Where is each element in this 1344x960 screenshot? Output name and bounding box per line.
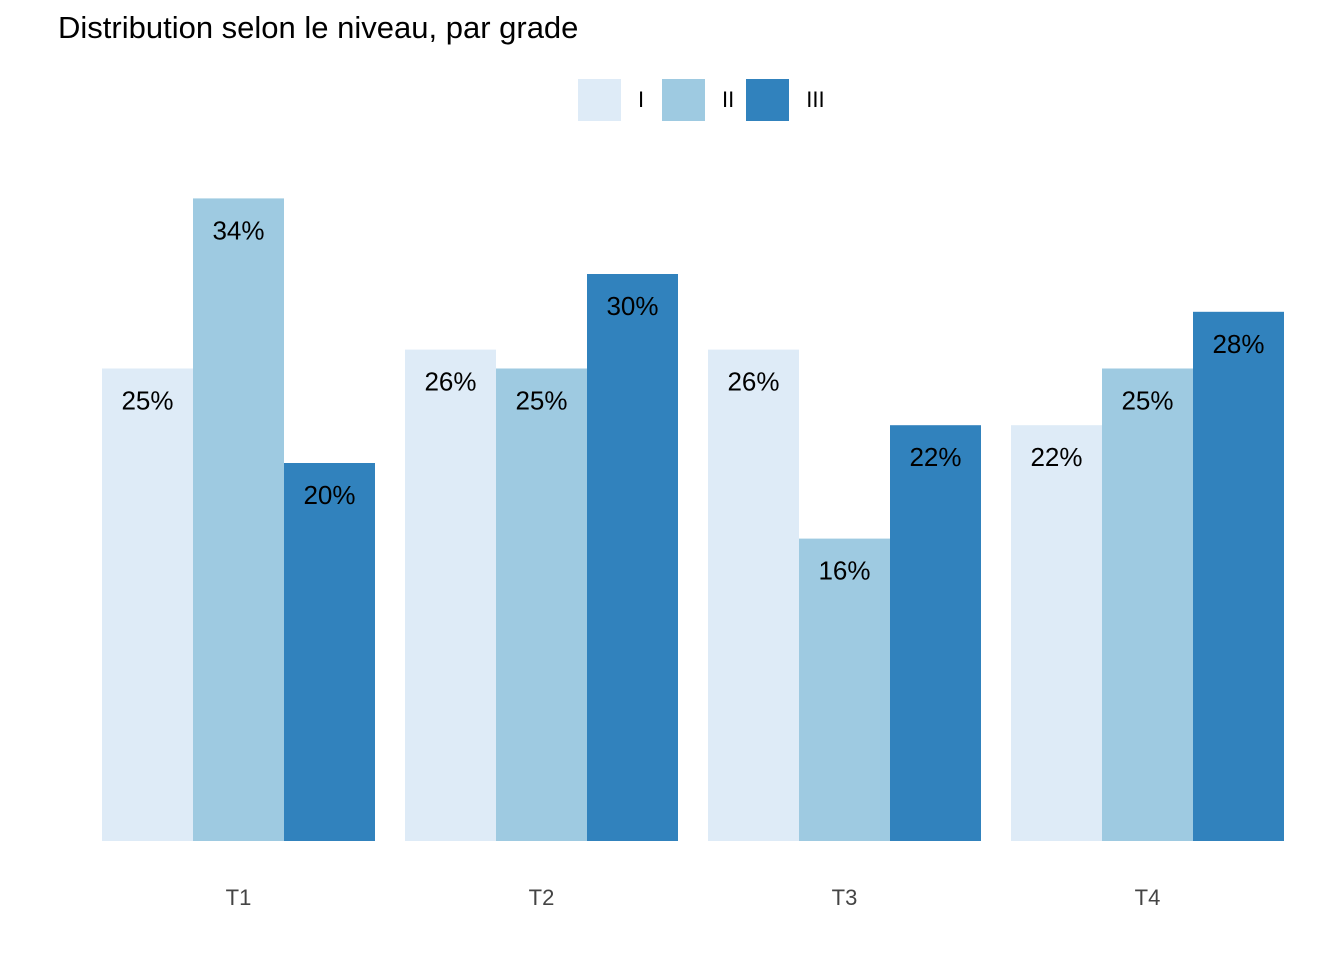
- data-label-t3-ii: 16%: [818, 556, 870, 586]
- legend-swatch-iii: [746, 79, 790, 121]
- data-label-t3-iii: 22%: [909, 442, 961, 472]
- bar-t2-iii: [587, 274, 678, 841]
- data-label-t2-iii: 30%: [606, 291, 658, 321]
- x-tick-label-t4: T4: [1135, 885, 1161, 910]
- data-label-t1-iii: 20%: [303, 480, 355, 510]
- data-label-t1-i: 25%: [121, 386, 173, 416]
- legend-item-iii: III: [746, 79, 825, 121]
- x-tick-label-t2: T2: [529, 885, 555, 910]
- bar-t1-ii: [193, 198, 284, 841]
- legend-label-ii: II: [722, 87, 735, 112]
- legend: I II III: [578, 79, 837, 121]
- bar-t2-i: [405, 349, 496, 841]
- data-label-t1-ii: 34%: [212, 215, 264, 245]
- data-label-t4-i: 22%: [1030, 442, 1082, 472]
- legend-label-i: I: [638, 87, 645, 112]
- legend-label-iii: III: [806, 87, 825, 112]
- legend-swatch-i: [578, 79, 621, 121]
- bar-t1-iii: [284, 463, 375, 841]
- bar-t3-iii: [890, 425, 981, 841]
- x-tick-label-t1: T1: [226, 885, 252, 910]
- data-label-t4-iii: 28%: [1212, 329, 1264, 359]
- x-tick-label-t3: T3: [832, 885, 858, 910]
- data-label-t2-ii: 25%: [515, 386, 567, 416]
- bar-t4-i: [1011, 425, 1102, 841]
- legend-swatch-ii: [662, 79, 705, 121]
- bar-t1-i: [102, 368, 193, 841]
- data-label-t3-i: 26%: [727, 367, 779, 397]
- legend-item-i: I: [578, 79, 650, 121]
- bar-t4-iii: [1193, 311, 1284, 841]
- bar-t3-ii: [799, 538, 890, 841]
- bar-t2-ii: [496, 368, 587, 841]
- bar-t3-i: [708, 349, 799, 841]
- chart-title: Distribution selon le niveau, par grade: [58, 10, 579, 45]
- legend-item-ii: II: [662, 79, 734, 121]
- data-label-t2-i: 26%: [424, 367, 476, 397]
- data-label-t4-ii: 25%: [1121, 386, 1173, 416]
- bar-t4-ii: [1102, 368, 1193, 841]
